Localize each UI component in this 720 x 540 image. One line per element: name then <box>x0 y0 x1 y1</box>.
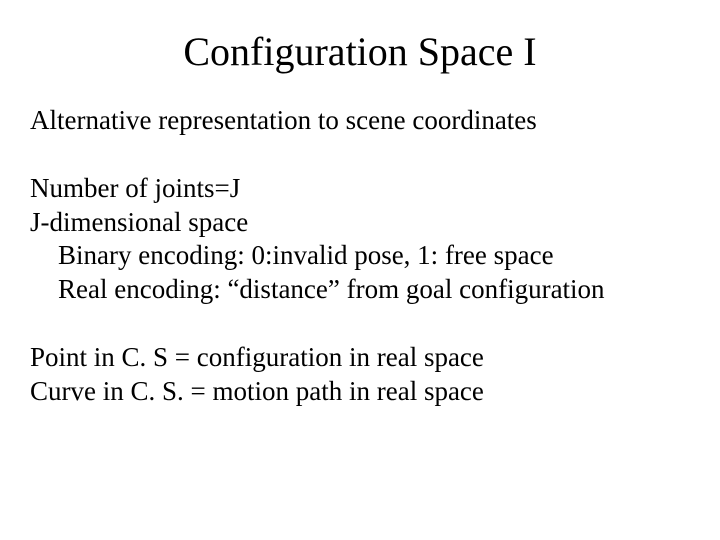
slide: Configuration Space I Alternative repres… <box>0 0 720 540</box>
slide-title: Configuration Space I <box>30 30 690 74</box>
subtitle-line: Alternative representation to scene coor… <box>30 104 690 138</box>
paragraph-gap <box>30 138 690 172</box>
block2-line1: Number of joints=J <box>30 172 690 206</box>
body-content: Alternative representation to scene coor… <box>30 104 690 408</box>
block2-line2: J-dimensional space <box>30 206 690 240</box>
block2-line3: Binary encoding: 0:invalid pose, 1: free… <box>30 239 690 273</box>
block3-line2: Curve in C. S. = motion path in real spa… <box>30 375 690 409</box>
paragraph-gap <box>30 307 690 341</box>
block2-line4: Real encoding: “distance” from goal conf… <box>30 273 690 307</box>
block3-line1: Point in C. S = configuration in real sp… <box>30 341 690 375</box>
